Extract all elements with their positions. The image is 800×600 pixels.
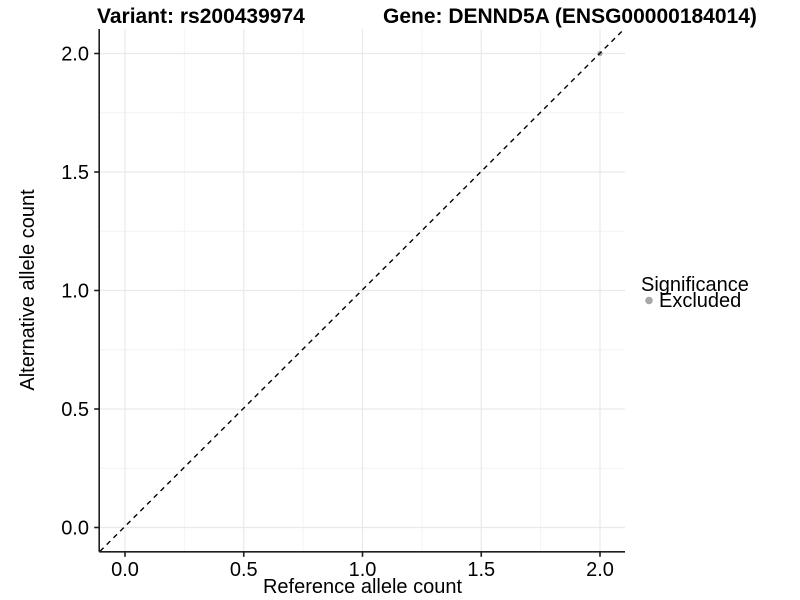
y-tick-label: 1.0 bbox=[61, 281, 89, 303]
y-tick-label: 2.0 bbox=[61, 44, 89, 66]
plot-title-gene: Gene: DENND5A (ENSG00000184014) bbox=[383, 5, 757, 28]
y-axis-title: Alternative allele count bbox=[17, 189, 39, 391]
x-tick-labels: 0.0 0.5 1.0 1.5 2.0 bbox=[111, 559, 614, 581]
x-tick-label: 2.0 bbox=[586, 559, 614, 581]
x-tick-label: 0.5 bbox=[230, 559, 258, 581]
y-tick-label: 0.5 bbox=[61, 399, 89, 421]
major-gridlines bbox=[100, 29, 625, 551]
legend-item-label: Excluded bbox=[659, 290, 741, 312]
legend-title: Significance bbox=[641, 274, 749, 296]
x-tick-label: 1.5 bbox=[467, 559, 495, 581]
legend-key-circle-icon bbox=[645, 296, 653, 305]
y-tick-labels: 0.0 0.5 1.0 1.5 2.0 bbox=[61, 44, 89, 540]
y-tick-label: 0.0 bbox=[61, 518, 89, 540]
x-axis-title: Reference allele count bbox=[263, 576, 462, 598]
x-tick-label: 1.0 bbox=[349, 559, 377, 581]
legend: Significance Excluded bbox=[641, 274, 749, 312]
tick-marks bbox=[94, 52, 601, 557]
plot-title-variant: Variant: rs200439974 bbox=[97, 5, 305, 28]
x-tick-label: 0.0 bbox=[111, 559, 139, 581]
y-tick-label: 1.5 bbox=[61, 162, 89, 184]
